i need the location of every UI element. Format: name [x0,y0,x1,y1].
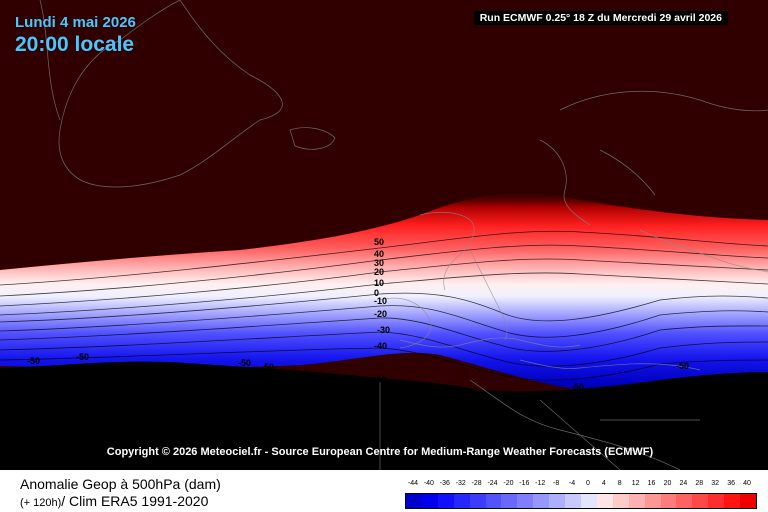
legend-swatch [676,494,693,508]
legend-tick-label: -24 [487,480,498,487]
contour-label: -10 [374,296,387,306]
map-title: Anomalie Geop à 500hPa (dam) [20,476,221,492]
legend-swatch [740,494,756,508]
climatology-label: / Clim ERA5 1991-2020 [61,493,209,509]
anomaly-band [0,192,768,400]
legend-tick-label: -44 [407,480,419,487]
legend-tick-label: -12 [535,480,546,487]
legend-swatch [485,494,502,508]
legend-swatch [421,494,438,508]
legend-swatch [580,494,597,508]
contour-label: -50 [76,352,89,362]
legend-tick-label: -28 [471,480,482,487]
legend-swatch [549,494,566,508]
forecast-lead: (+ 120h) [20,497,62,509]
contour-label: 50 [376,375,386,385]
legend-tick-label: -40 [423,480,434,487]
legend-tick-labels: -44 -40 -36 -32 -28 -24 -20 -16 -12 -8 -4 0 4 8 12 16 20… [405,480,757,490]
legend-tick-label: 28 [695,480,704,487]
legend-swatch [724,494,741,508]
footer-bar: Anomalie Geop à 500hPa (dam) (+ 120h)/ C… [0,470,768,512]
legend-swatch [692,494,709,508]
legend-swatch [406,494,422,508]
legend-swatch [596,494,613,508]
legend-tick-label: -32 [455,480,466,487]
africa-landmass [0,361,768,470]
contour-label: 0 [374,288,379,298]
contour-label: -30 [377,325,390,335]
legend-swatch [501,494,518,508]
legend-tick-label: 0 [585,480,590,487]
contour-label: -50 [238,358,251,368]
color-legend: -44 -40 -36 -32 -28 -24 -20 -16 -12 -8 -4 0 4 8 12 16 20… [405,480,757,510]
legend-tick-label: -36 [439,480,450,487]
map-subtitle: (+ 120h)/ Clim ERA5 1991-2020 [20,493,208,511]
legend-color-bar [405,493,757,509]
legend-swatch [644,494,661,508]
forecast-date: Lundi 4 mai 2026 [15,14,136,31]
legend-tick-label: -20 [503,480,514,487]
legend-swatch [517,494,534,508]
contour-labels: 50 40 30 20 10 0 -10 -20 -30 -40 -50 -50… [27,237,689,399]
contour-label: -50 [676,361,689,371]
contour-label: -50 [261,362,274,372]
contour-label: -50 [571,382,584,392]
legend-swatch [660,494,677,508]
legend-swatch [469,494,486,508]
legend-tick-label: 24 [679,480,688,487]
coastlines [39,0,768,470]
contour-label: 30 [374,258,384,268]
contour-label: -40 [374,341,387,351]
contour-label: 40 [374,249,384,259]
contour-label: -50 [27,356,40,366]
legend-swatch [437,494,454,508]
contour-label: 50 [502,389,512,399]
legend-swatch [533,494,550,508]
contour-label: 50 [374,237,384,247]
copyright-notice: Copyright © 2026 Meteociel.fr - Source E… [106,446,654,458]
legend-tick-label: 20 [663,480,672,487]
forecast-time: 20:00 locale [15,33,135,56]
contour-label: -20 [374,309,387,319]
contour-label: 20 [374,267,384,277]
legend-swatch [628,494,645,508]
legend-tick-label: 12 [631,480,640,487]
legend-tick-label: 8 [617,480,622,487]
model-run-info: Run ECMWF 0.25° 18 Z du Mercredi 29 avri… [473,11,728,25]
legend-tick-label: 40 [743,480,751,487]
legend-swatch [612,494,629,508]
legend-tick-label: 16 [647,480,656,487]
legend-tick-label: -16 [519,480,530,487]
legend-tick-label: -8 [553,480,560,487]
legend-tick-label: -4 [568,480,576,487]
legend-tick-label: 36 [727,480,735,487]
contour-lines [0,230,768,381]
legend-swatch [708,494,725,508]
anomaly-map: 50 40 30 20 10 0 -10 -20 -30 -40 -50 -50… [0,0,768,470]
legend-swatch [453,494,470,508]
legend-tick-label: 32 [711,480,720,487]
legend-swatch [565,494,581,508]
legend-tick-label: 4 [601,480,606,487]
contour-label: 10 [374,278,384,288]
